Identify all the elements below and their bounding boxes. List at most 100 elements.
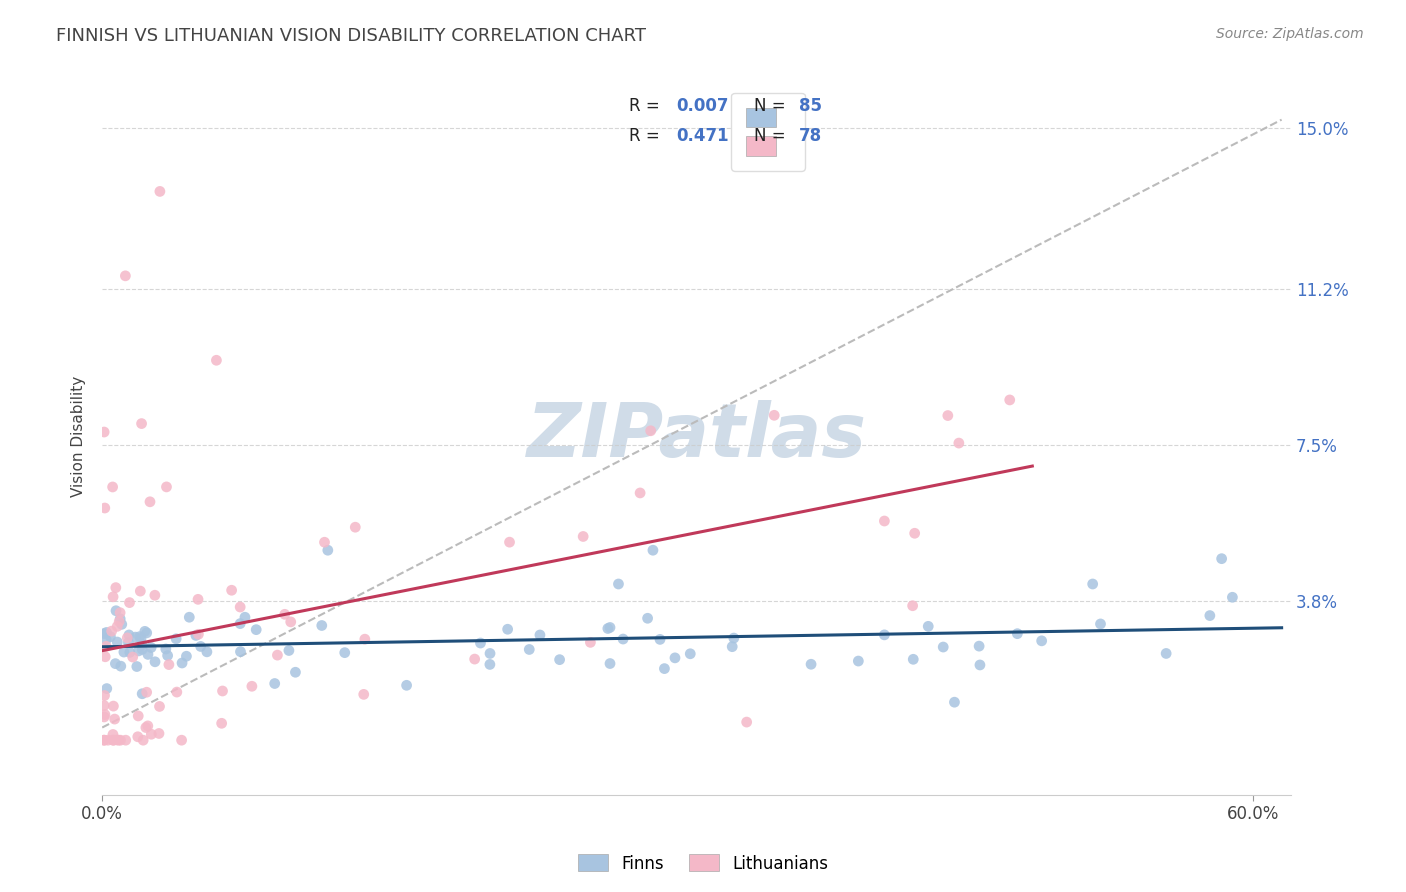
Point bbox=[846, 654, 869, 668]
Point bbox=[904, 526, 927, 541]
Point bbox=[263, 676, 285, 690]
Point bbox=[97, 733, 120, 747]
Point bbox=[1007, 626, 1029, 640]
Point bbox=[936, 409, 959, 423]
Text: 78: 78 bbox=[799, 128, 823, 145]
Point bbox=[149, 185, 172, 199]
Point bbox=[118, 645, 141, 659]
Point bbox=[108, 606, 131, 620]
Point bbox=[93, 626, 115, 640]
Point bbox=[723, 631, 745, 645]
Point bbox=[1031, 633, 1053, 648]
Point bbox=[93, 733, 115, 747]
Point bbox=[998, 392, 1021, 407]
Point bbox=[148, 699, 170, 714]
Point bbox=[170, 733, 193, 747]
Point bbox=[654, 662, 676, 676]
Point bbox=[107, 733, 129, 747]
Point bbox=[117, 631, 139, 645]
Point bbox=[136, 648, 159, 662]
Point bbox=[1081, 577, 1104, 591]
Point bbox=[121, 650, 143, 665]
Point bbox=[1198, 608, 1220, 623]
Point bbox=[517, 642, 540, 657]
Point bbox=[280, 615, 302, 629]
Point bbox=[118, 628, 141, 642]
Point bbox=[104, 657, 127, 671]
Point bbox=[903, 652, 925, 666]
Point bbox=[124, 630, 146, 644]
Point bbox=[464, 652, 486, 666]
Point bbox=[105, 619, 128, 633]
Text: 0.471: 0.471 bbox=[676, 128, 730, 145]
Point bbox=[103, 699, 125, 714]
Point bbox=[105, 733, 128, 747]
Text: 0.007: 0.007 bbox=[676, 97, 728, 115]
Point bbox=[131, 687, 153, 701]
Point bbox=[110, 733, 132, 747]
Point bbox=[127, 730, 149, 744]
Point bbox=[103, 733, 125, 747]
Point bbox=[229, 616, 252, 631]
Point bbox=[135, 721, 157, 735]
Point bbox=[165, 632, 187, 646]
Point bbox=[155, 642, 177, 657]
Point bbox=[344, 520, 367, 534]
Point bbox=[114, 733, 136, 747]
Point bbox=[873, 628, 896, 642]
Point bbox=[96, 681, 118, 696]
Text: R =: R = bbox=[628, 97, 659, 115]
Point bbox=[284, 665, 307, 680]
Point bbox=[100, 630, 122, 644]
Point bbox=[139, 495, 162, 509]
Point bbox=[721, 640, 744, 654]
Point bbox=[93, 425, 115, 439]
Point bbox=[141, 727, 163, 741]
Point bbox=[496, 622, 519, 636]
Point bbox=[612, 632, 634, 646]
Point bbox=[274, 607, 297, 622]
Point bbox=[478, 657, 501, 672]
Point bbox=[969, 657, 991, 672]
Point bbox=[1222, 591, 1244, 605]
Point bbox=[316, 543, 339, 558]
Point bbox=[800, 657, 823, 672]
Point bbox=[143, 588, 166, 602]
Point bbox=[266, 648, 288, 662]
Point bbox=[637, 611, 659, 625]
Point bbox=[1211, 551, 1233, 566]
Point bbox=[157, 657, 180, 672]
Point bbox=[93, 689, 115, 703]
Point bbox=[132, 733, 155, 747]
Point bbox=[184, 628, 207, 642]
Point bbox=[94, 632, 117, 647]
Point bbox=[641, 543, 664, 558]
Point bbox=[117, 635, 139, 649]
Point bbox=[135, 625, 157, 640]
Point bbox=[873, 514, 896, 528]
Point bbox=[190, 640, 212, 654]
Point bbox=[211, 716, 233, 731]
Point bbox=[917, 619, 939, 633]
Point bbox=[101, 733, 124, 747]
Point bbox=[245, 623, 267, 637]
Point bbox=[735, 715, 758, 730]
Point bbox=[596, 622, 619, 636]
Point bbox=[94, 501, 117, 516]
Point bbox=[470, 636, 492, 650]
Point bbox=[94, 649, 117, 664]
Point bbox=[114, 268, 136, 283]
Point bbox=[93, 733, 115, 747]
Point bbox=[353, 632, 375, 647]
Point bbox=[101, 590, 124, 604]
Point bbox=[648, 632, 671, 647]
Point bbox=[599, 657, 621, 671]
Point bbox=[135, 685, 157, 699]
Text: R =: R = bbox=[628, 128, 659, 145]
Point bbox=[333, 646, 356, 660]
Point bbox=[948, 436, 970, 450]
Point bbox=[105, 635, 128, 649]
Point bbox=[579, 635, 602, 649]
Point bbox=[104, 581, 127, 595]
Point bbox=[176, 649, 198, 664]
